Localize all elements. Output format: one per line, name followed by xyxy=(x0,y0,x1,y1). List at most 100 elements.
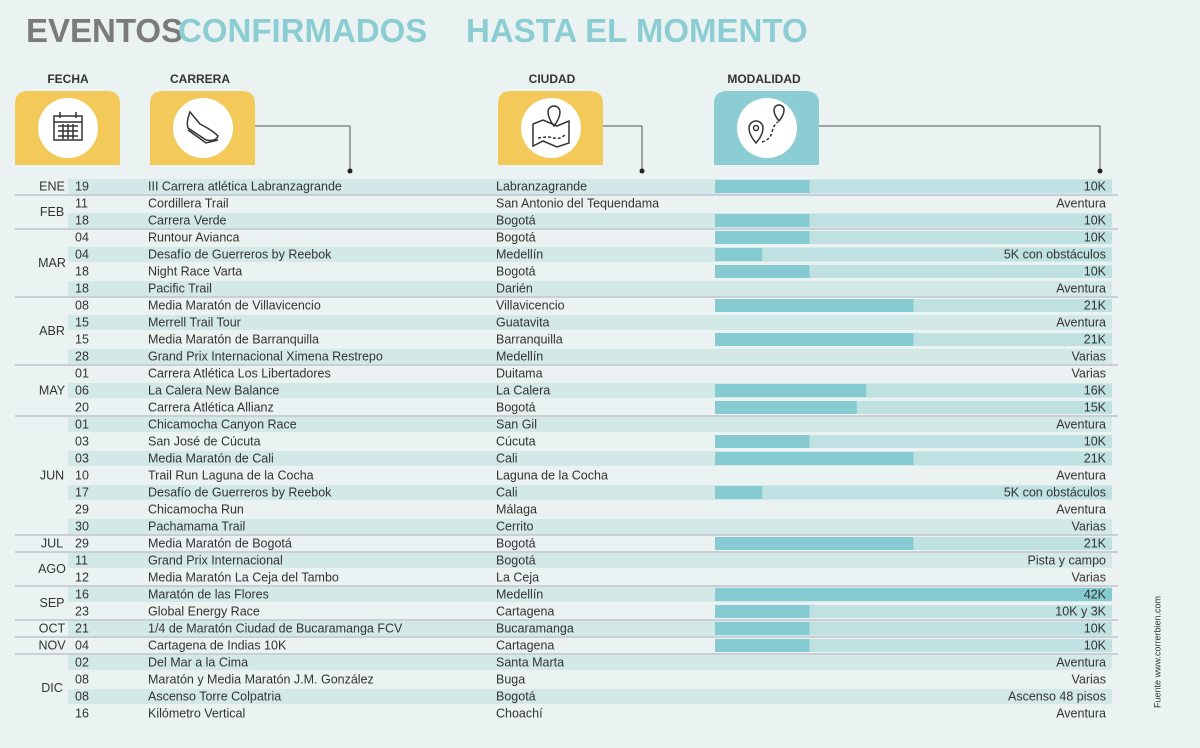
month: OCT xyxy=(39,621,66,635)
modality: 21K xyxy=(1084,298,1107,312)
month: ENE xyxy=(39,179,65,193)
race: Grand Prix Internacional Ximena Restrepo xyxy=(148,349,383,363)
race: Grand Prix Internacional xyxy=(148,553,283,567)
row-stripe xyxy=(68,553,1112,568)
city: Bogotá xyxy=(496,536,536,550)
modality: Aventura xyxy=(1056,196,1106,210)
bar-track xyxy=(715,180,1112,193)
race: 1/4 de Maratón Ciudad de Bucaramanga FCV xyxy=(148,621,403,635)
month: DIC xyxy=(41,681,63,695)
race: III Carrera atlética Labranzagrande xyxy=(148,179,342,193)
city: Málaga xyxy=(496,502,537,516)
month: ABR xyxy=(39,324,65,338)
day: 19 xyxy=(75,179,89,193)
race: Maratón y Media Maratón J.M. González xyxy=(148,672,374,686)
city: Santa Marta xyxy=(496,655,564,669)
race: Chicamocha Canyon Race xyxy=(148,417,297,431)
bar-track xyxy=(715,231,1112,244)
day: 17 xyxy=(75,485,89,499)
city: Cerrito xyxy=(496,519,534,533)
modality: 42K xyxy=(1084,587,1107,601)
day: 16 xyxy=(75,587,89,601)
day: 15 xyxy=(75,315,89,329)
day: 28 xyxy=(75,349,89,363)
day: 15 xyxy=(75,332,89,346)
row-stripe xyxy=(68,519,1112,534)
modality: Aventura xyxy=(1056,315,1106,329)
modality: 10K xyxy=(1084,621,1107,635)
day: 12 xyxy=(75,570,89,584)
city: Medellín xyxy=(496,587,543,601)
day: 01 xyxy=(75,417,89,431)
distance-bar xyxy=(715,435,810,448)
month: JUN xyxy=(40,468,64,482)
modality: 5K con obstáculos xyxy=(1004,485,1106,499)
distance-bar xyxy=(715,231,810,244)
distance-bar xyxy=(715,639,810,652)
race: Media Maratón de Villavicencio xyxy=(148,298,321,312)
bar-track xyxy=(715,214,1112,227)
city: La Ceja xyxy=(496,570,539,584)
city: Barranquilla xyxy=(496,332,563,346)
modality: 10K xyxy=(1084,638,1107,652)
day: 18 xyxy=(75,281,89,295)
distance-bar xyxy=(715,452,914,465)
city: Medellín xyxy=(496,349,543,363)
modality: 10K y 3K xyxy=(1055,604,1106,618)
city: Buga xyxy=(496,672,525,686)
bar-track xyxy=(715,622,1112,635)
city: Bogotá xyxy=(496,689,536,703)
city: San Gil xyxy=(496,417,537,431)
column-header: CIUDAD xyxy=(529,72,576,86)
modality: Varias xyxy=(1071,366,1106,380)
bar-track xyxy=(715,248,1112,261)
city: Cúcuta xyxy=(496,434,536,448)
title: HASTA EL MOMENTO xyxy=(466,12,808,49)
day: 11 xyxy=(75,553,88,567)
month: FEB xyxy=(40,205,64,219)
race: San José de Cúcuta xyxy=(148,434,261,448)
day: 08 xyxy=(75,298,89,312)
column-header: CARRERA xyxy=(170,72,230,86)
source: Fuente www.correrbien.com xyxy=(1152,596,1162,708)
city: Cartagena xyxy=(496,638,554,652)
modality: Aventura xyxy=(1056,417,1106,431)
modality: 10K xyxy=(1084,179,1107,193)
race: Cordillera Trail xyxy=(148,196,229,210)
distance-bar xyxy=(715,588,1112,601)
city: Choachí xyxy=(496,706,543,720)
column-header: MODALIDAD xyxy=(727,72,801,86)
title: EVENTOS xyxy=(26,12,183,49)
day: 10 xyxy=(75,468,89,482)
day: 04 xyxy=(75,638,89,652)
icon-boxes xyxy=(15,91,1103,174)
day: 29 xyxy=(75,536,89,550)
race: Del Mar a la Cima xyxy=(148,655,248,669)
day: 16 xyxy=(75,706,89,720)
distance-bar xyxy=(715,401,857,414)
bar-track xyxy=(715,639,1112,652)
city: Labranzagrande xyxy=(496,179,587,193)
race: Runtour Avianca xyxy=(148,230,240,244)
city: La Calera xyxy=(496,383,550,397)
modality: Aventura xyxy=(1056,655,1106,669)
city: Bogotá xyxy=(496,213,536,227)
city: Bogotá xyxy=(496,553,536,567)
race: Media Maratón La Ceja del Tambo xyxy=(148,570,339,584)
modality: 21K xyxy=(1084,536,1107,550)
month: NOV xyxy=(38,638,66,652)
month: MAR xyxy=(38,256,66,270)
modality: 21K xyxy=(1084,332,1107,346)
city: Cali xyxy=(496,451,518,465)
city: Cartagena xyxy=(496,604,554,618)
row-stripe xyxy=(68,655,1112,670)
modality: Ascenso 48 pisos xyxy=(1008,689,1106,703)
race: Cartagena de Indias 10K xyxy=(148,638,287,652)
day: 18 xyxy=(75,213,89,227)
day: 06 xyxy=(75,383,89,397)
city: Bucaramanga xyxy=(496,621,574,635)
day: 03 xyxy=(75,451,89,465)
modality: 10K xyxy=(1084,230,1107,244)
race: Pachamama Trail xyxy=(148,519,245,533)
distance-bar xyxy=(715,605,810,618)
